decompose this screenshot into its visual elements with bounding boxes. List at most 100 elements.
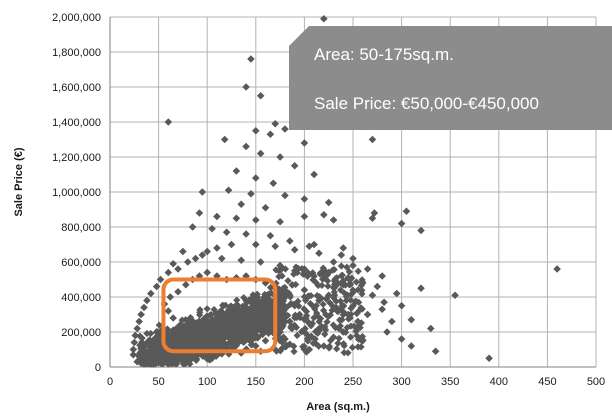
data-point [358, 332, 367, 341]
data-point [256, 149, 265, 158]
data-point [303, 293, 311, 301]
data-point [251, 306, 259, 314]
data-point [485, 354, 493, 363]
data-point [431, 347, 440, 356]
axes [109, 17, 596, 368]
data-point [271, 119, 280, 128]
data-point [349, 261, 357, 270]
data-point [152, 282, 161, 291]
data-point [357, 281, 365, 290]
data-point [209, 339, 217, 348]
data-point [324, 282, 332, 290]
data-point [300, 139, 309, 147]
data-point [176, 321, 184, 329]
data-point [226, 338, 235, 346]
data-point [133, 357, 142, 366]
data-point [242, 142, 250, 151]
data-point [340, 289, 349, 297]
data-point [383, 328, 391, 336]
data-point [193, 332, 201, 340]
data-point [149, 343, 157, 351]
data-point [331, 323, 340, 332]
y-tick-label: 1,000,000 [52, 187, 101, 199]
data-point [169, 314, 177, 322]
data-point [201, 352, 209, 360]
data-point [295, 302, 303, 310]
data-point [164, 326, 172, 334]
data-point [267, 289, 275, 297]
data-point [180, 342, 188, 350]
data-point [330, 294, 338, 302]
data-point [302, 314, 310, 322]
data-point [164, 118, 173, 126]
data-point [322, 310, 330, 319]
data-point [338, 271, 346, 279]
data-point [300, 212, 309, 221]
data-point [163, 341, 171, 350]
data-point [186, 314, 195, 322]
data-point [349, 254, 357, 263]
data-point [300, 265, 309, 273]
data-point [248, 335, 257, 344]
data-point [299, 343, 307, 351]
data-point [417, 226, 425, 235]
data-point [172, 328, 180, 336]
data-point [281, 191, 289, 200]
data-point [299, 270, 307, 278]
data-point [320, 14, 328, 23]
data-point [339, 244, 348, 252]
data-point [182, 331, 191, 339]
data-point [335, 334, 343, 342]
data-point [287, 300, 295, 308]
data-point [388, 317, 396, 326]
data-point [264, 325, 272, 333]
data-point [208, 224, 216, 233]
data-point [261, 315, 270, 324]
data-point [191, 254, 200, 263]
data-point [368, 135, 377, 144]
data-point [302, 307, 311, 316]
data-point [344, 310, 352, 319]
data-point [293, 313, 301, 322]
y-tick-label: 2,000,000 [52, 12, 101, 24]
data-point [317, 294, 325, 303]
data-point [169, 259, 177, 268]
x-tick-labels: 0 50 100 150 200 250 300 350 400 450 500 [107, 376, 605, 388]
data-point [192, 341, 200, 349]
data-point [344, 349, 352, 357]
data-point [324, 268, 333, 277]
data-point [195, 329, 203, 337]
data-point [347, 322, 355, 330]
data-point [188, 321, 196, 329]
data-point [294, 264, 302, 273]
x-tick-label: 100 [198, 376, 216, 388]
y-tick-label: 1,200,000 [52, 152, 101, 164]
data-point [358, 279, 367, 287]
data-point [246, 318, 255, 326]
data-point [417, 284, 425, 293]
data-point [308, 301, 316, 310]
data-point [281, 286, 289, 294]
data-point [242, 83, 250, 91]
data-point [186, 360, 194, 368]
data-point [254, 334, 262, 342]
data-point [290, 347, 298, 356]
data-point [215, 320, 223, 328]
data-point [223, 316, 231, 324]
data-point [266, 310, 275, 319]
data-point [334, 307, 343, 315]
data-point [220, 135, 229, 144]
data-point [252, 126, 260, 135]
data-point [164, 360, 172, 368]
data-point [354, 286, 362, 294]
data-point [186, 334, 194, 342]
data-point [337, 262, 345, 270]
data-point [186, 328, 194, 336]
data-point [317, 314, 325, 323]
data-point [251, 310, 259, 318]
x-tick-label: 350 [441, 376, 459, 388]
data-point [166, 293, 175, 301]
data-point [252, 240, 260, 249]
data-point [315, 342, 323, 350]
data-point [294, 297, 302, 305]
